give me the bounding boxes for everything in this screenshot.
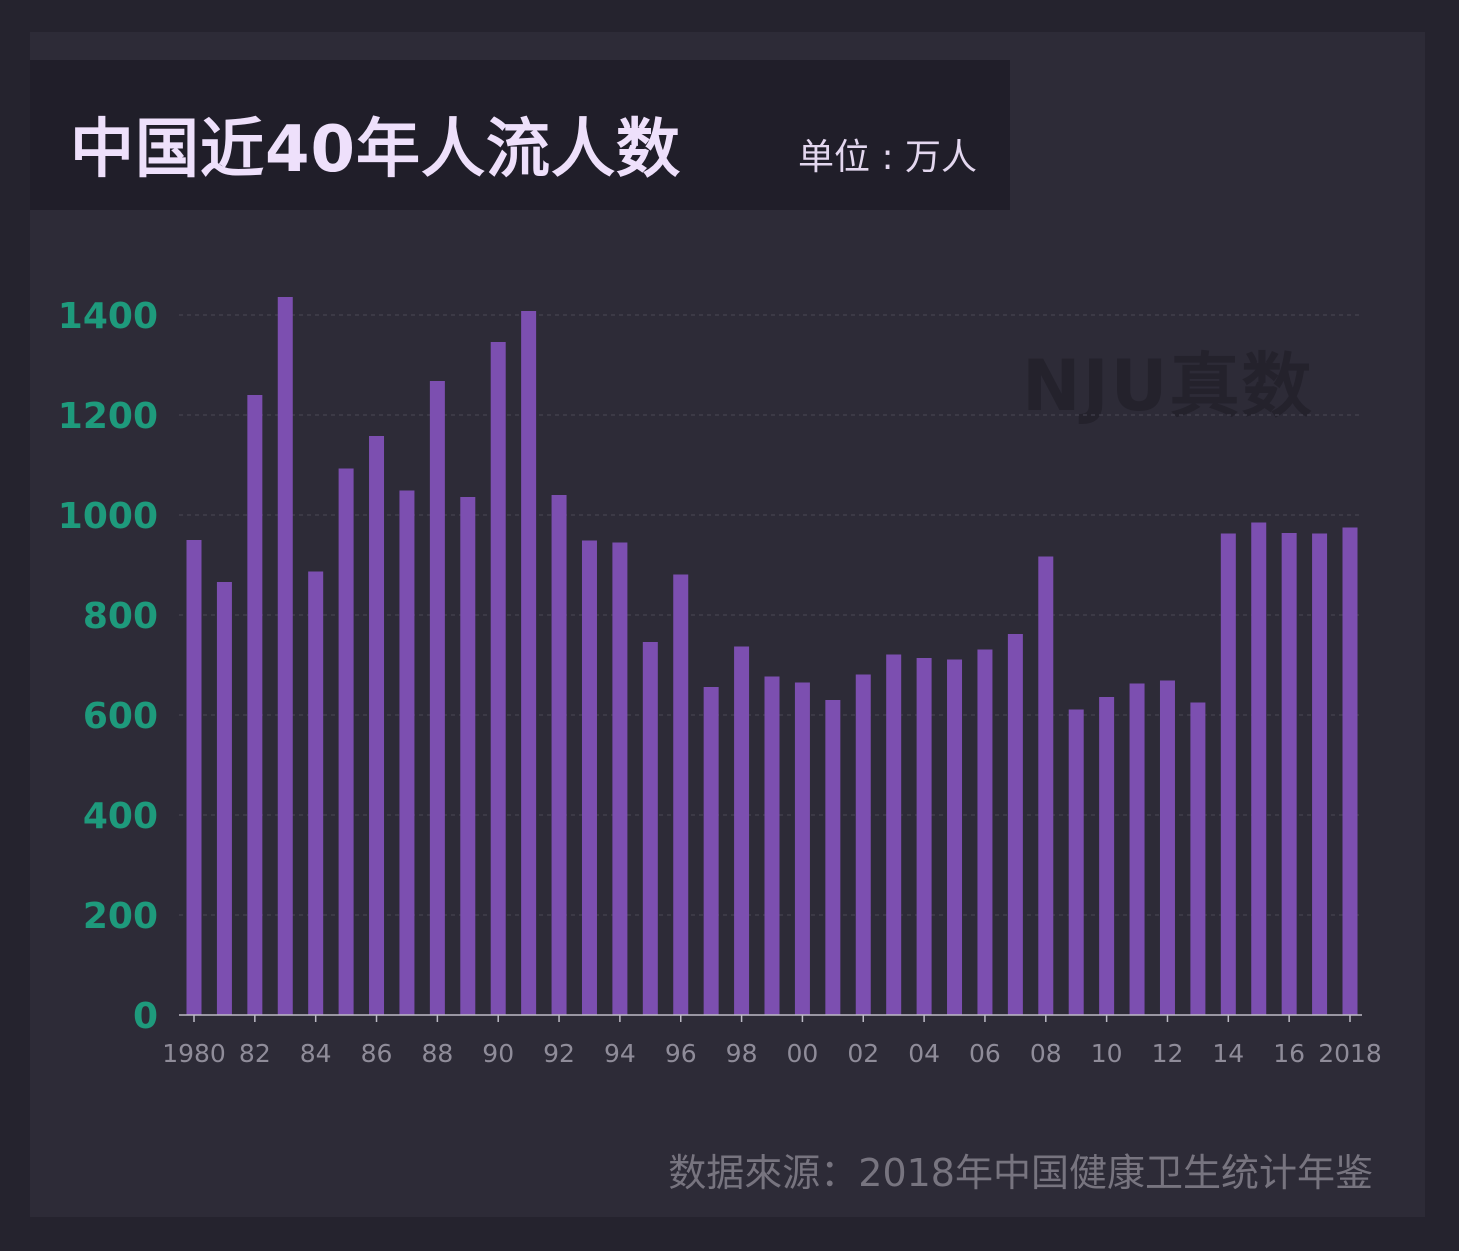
bar-2009 (1068, 709, 1084, 1015)
x-tick-label: 06 (969, 1039, 1001, 1068)
y-tick-label: 200 (83, 896, 158, 937)
x-tick-label: 02 (847, 1039, 879, 1068)
bar-1997 (703, 687, 719, 1015)
y-tick-label: 1200 (58, 396, 158, 437)
x-tick-label: 86 (361, 1039, 393, 1068)
title-band (30, 60, 1010, 210)
x-tick-label: 12 (1152, 1039, 1184, 1068)
watermark-logo: NJU真数 (1022, 345, 1314, 427)
bar-2002 (855, 674, 871, 1015)
bar-2018 (1342, 527, 1358, 1015)
bar-2006 (977, 649, 993, 1015)
chart-title: 中国近40年人流人数 (70, 113, 682, 187)
x-tick-label: 08 (1030, 1039, 1062, 1068)
y-tick-label: 400 (83, 796, 158, 837)
bar-1989 (460, 497, 476, 1015)
bar-2015 (1251, 522, 1267, 1015)
x-tick-label: 84 (300, 1039, 332, 1068)
x-tick-label: 88 (421, 1039, 453, 1068)
bar-1986 (369, 436, 385, 1015)
x-tick-label: 04 (908, 1039, 940, 1068)
bar-1984 (308, 571, 324, 1015)
bar-2005 (947, 659, 963, 1015)
bar-1985 (338, 468, 354, 1015)
y-tick-label: 600 (83, 696, 158, 737)
bar-2016 (1281, 533, 1297, 1015)
x-tick-label: 14 (1212, 1039, 1244, 1068)
bar-1993 (581, 540, 597, 1015)
bar-2004 (916, 658, 932, 1015)
x-tick-label: 96 (665, 1039, 697, 1068)
bar-1992 (551, 495, 567, 1015)
bar-1991 (521, 311, 537, 1015)
x-tick-label: 82 (239, 1039, 271, 1068)
y-tick-label: 1400 (58, 296, 158, 337)
x-tick-label: 2018 (1318, 1039, 1382, 1068)
bar-2014 (1220, 533, 1236, 1015)
y-tick-label: 1000 (58, 496, 158, 537)
bar-1998 (734, 646, 750, 1015)
x-tick-label: 90 (482, 1039, 514, 1068)
x-tick-label: 92 (543, 1039, 575, 1068)
bar-2012 (1159, 680, 1175, 1015)
bar-1982 (247, 395, 263, 1015)
bar-2013 (1190, 702, 1206, 1015)
chart-frame (30, 32, 1425, 1217)
bar-2003 (886, 654, 902, 1015)
bar-2001 (825, 700, 841, 1015)
bar-1994 (612, 542, 628, 1015)
y-tick-label: 800 (83, 596, 158, 637)
bar-2000 (794, 682, 810, 1015)
bar-2011 (1129, 683, 1145, 1015)
bar-2017 (1312, 533, 1328, 1015)
x-tick-label: 10 (1091, 1039, 1123, 1068)
bar-2007 (1007, 634, 1023, 1015)
bar-1988 (429, 381, 445, 1015)
bar-1996 (673, 574, 689, 1015)
x-tick-label: 98 (726, 1039, 758, 1068)
y-tick-label: 0 (133, 996, 158, 1037)
source-note: 数据來源：2018年中国健康卫生统计年鉴 (668, 1151, 1373, 1195)
x-tick-label: 16 (1273, 1039, 1305, 1068)
bar-1987 (399, 490, 415, 1015)
x-tick-label: 1980 (162, 1039, 226, 1068)
bar-1980 (186, 540, 202, 1015)
bar-2008 (1038, 556, 1054, 1015)
x-tick-label: 00 (787, 1039, 819, 1068)
bar-1990 (490, 342, 506, 1015)
x-tick-label: 94 (604, 1039, 636, 1068)
bar-1981 (216, 582, 232, 1015)
bar-1995 (642, 642, 658, 1015)
bar-1983 (277, 297, 293, 1015)
bar-1999 (764, 676, 780, 1015)
unit-label: 单位 : 万人 (798, 137, 978, 178)
bar-2010 (1099, 697, 1115, 1015)
